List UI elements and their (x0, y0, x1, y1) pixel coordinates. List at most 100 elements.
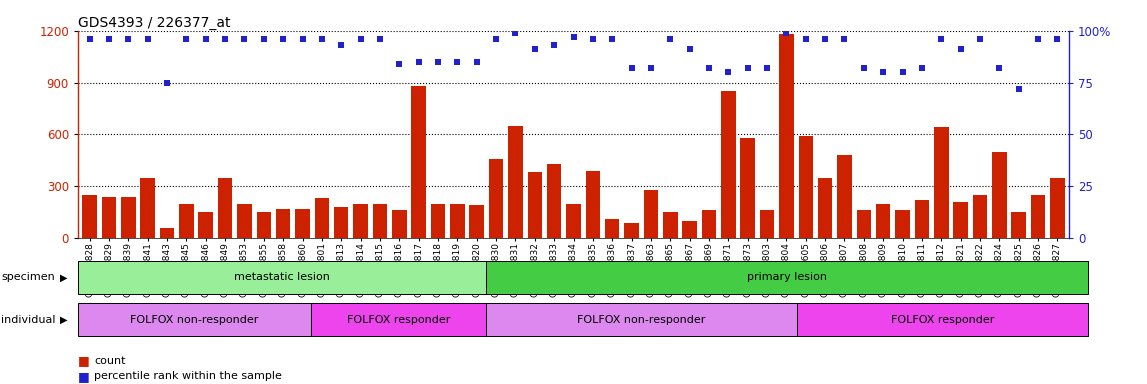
Bar (779, 34, 794, 238)
Text: individual: individual (1, 314, 56, 325)
Point (758, 65, 777, 71)
Point (333, 42, 351, 48)
Bar (276, 209, 290, 238)
Point (816, 36, 834, 42)
Point (100, 36, 118, 42)
Bar (353, 204, 368, 238)
Point (913, 65, 931, 71)
Point (952, 46, 970, 53)
Bar (914, 200, 929, 238)
Point (855, 65, 873, 71)
Bar (412, 86, 426, 238)
Bar (759, 210, 774, 238)
Text: ▶: ▶ (60, 272, 68, 283)
Bar (624, 223, 639, 238)
Bar (741, 138, 755, 238)
Point (778, 30, 796, 36)
Point (235, 36, 253, 42)
Text: count: count (94, 356, 125, 366)
Bar (122, 197, 135, 238)
Point (545, 42, 563, 48)
Point (294, 36, 312, 42)
Point (680, 46, 699, 53)
Bar (489, 159, 504, 238)
Bar (334, 207, 349, 238)
Text: ■: ■ (78, 370, 89, 383)
Bar (604, 219, 619, 238)
Point (178, 36, 196, 42)
Text: percentile rank within the sample: percentile rank within the sample (94, 371, 282, 381)
Bar (663, 212, 678, 238)
Text: primary lesion: primary lesion (747, 272, 827, 283)
Point (390, 61, 408, 67)
Bar (567, 204, 580, 238)
Bar (721, 91, 735, 238)
Bar (159, 228, 174, 238)
Bar (295, 209, 310, 238)
Bar (837, 155, 852, 238)
Text: FOLFOX non-responder: FOLFOX non-responder (131, 314, 259, 325)
Point (1029, 36, 1047, 42)
Text: ■: ■ (78, 354, 89, 367)
Bar (547, 164, 561, 238)
Bar (469, 205, 484, 238)
FancyBboxPatch shape (311, 303, 486, 336)
Text: ▶: ▶ (60, 314, 68, 325)
Bar (237, 204, 251, 238)
FancyBboxPatch shape (486, 303, 797, 336)
Point (1009, 86, 1028, 92)
Bar (973, 195, 988, 238)
Point (216, 36, 234, 42)
Text: FOLFOX responder: FOLFOX responder (346, 314, 451, 325)
FancyBboxPatch shape (78, 303, 311, 336)
Text: GDS4393 / 226377_at: GDS4393 / 226377_at (78, 16, 231, 30)
Bar (934, 127, 949, 238)
FancyBboxPatch shape (78, 261, 486, 294)
Point (158, 79, 177, 86)
Bar (876, 204, 890, 238)
Point (429, 59, 447, 65)
Point (313, 36, 331, 42)
Point (525, 46, 544, 53)
Point (719, 69, 738, 75)
Point (700, 65, 718, 71)
Point (970, 36, 989, 42)
Bar (528, 172, 543, 238)
Point (119, 36, 138, 42)
Bar (140, 177, 155, 238)
Point (603, 36, 622, 42)
Bar (218, 177, 233, 238)
Point (796, 36, 814, 42)
FancyBboxPatch shape (797, 303, 1089, 336)
Point (835, 36, 853, 42)
Bar (586, 170, 600, 238)
Bar (1051, 177, 1064, 238)
Text: FOLFOX non-responder: FOLFOX non-responder (577, 314, 705, 325)
Point (642, 65, 661, 71)
Bar (431, 204, 445, 238)
Bar (257, 212, 271, 238)
Bar (702, 210, 716, 238)
FancyBboxPatch shape (486, 261, 1089, 294)
Point (564, 34, 583, 40)
Point (990, 65, 1008, 71)
Bar (179, 204, 194, 238)
Point (584, 36, 602, 42)
Bar (314, 198, 329, 238)
Point (468, 59, 486, 65)
Point (623, 65, 641, 71)
Text: specimen: specimen (1, 272, 55, 283)
Point (933, 36, 951, 42)
Bar (198, 212, 213, 238)
Bar (818, 177, 833, 238)
Point (448, 59, 467, 65)
Text: metastatic lesion: metastatic lesion (234, 272, 330, 283)
Bar (1012, 212, 1025, 238)
Bar (857, 210, 871, 238)
Point (486, 36, 505, 42)
Point (409, 59, 428, 65)
Point (739, 65, 757, 71)
Bar (508, 126, 523, 238)
Bar (83, 195, 96, 238)
Point (139, 36, 157, 42)
